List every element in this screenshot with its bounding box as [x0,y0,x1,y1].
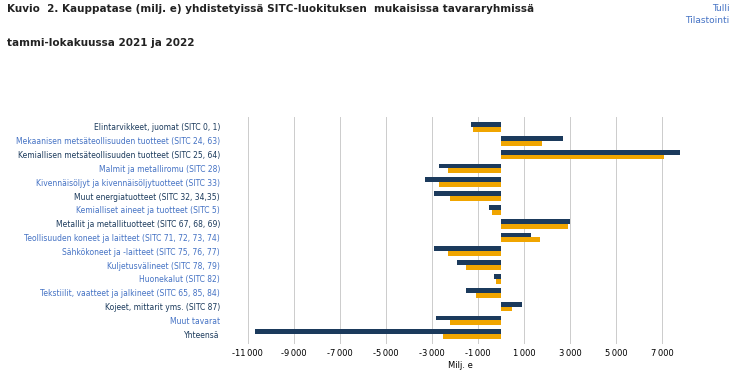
Bar [494,274,501,279]
Bar [467,288,501,293]
Bar [448,251,501,256]
Bar [457,260,501,265]
Bar [496,279,501,284]
Bar [501,136,563,141]
Bar [489,205,501,210]
Bar [501,141,542,146]
Text: Tulli
Tilastointi: Tulli Tilastointi [685,4,730,25]
Bar [255,330,501,334]
Bar [425,177,501,182]
X-axis label: Milj. e: Milj. e [448,361,473,370]
Bar [473,127,501,132]
Bar [444,334,501,339]
Bar [501,232,531,237]
Bar [439,182,501,187]
Bar [501,155,664,160]
Bar [434,246,501,251]
Bar [501,302,522,307]
Bar [501,224,567,229]
Text: tammi-lokakuussa 2021 ja 2022: tammi-lokakuussa 2021 ja 2022 [7,38,195,48]
Bar [471,122,501,127]
Bar [448,168,501,173]
Bar [475,293,501,297]
Bar [450,196,501,201]
Bar [501,237,540,242]
Text: Kuvio  2. Kauppatase (milj. e) yhdistetyissä SITC-luokituksen  mukaisissa tavara: Kuvio 2. Kauppatase (milj. e) yhdistetyi… [7,4,534,14]
Bar [436,316,501,321]
Bar [467,265,501,270]
Bar [450,321,501,325]
Bar [492,210,501,215]
Bar [501,150,680,155]
Bar [501,219,570,224]
Bar [501,307,512,311]
Bar [439,164,501,168]
Bar [434,191,501,196]
